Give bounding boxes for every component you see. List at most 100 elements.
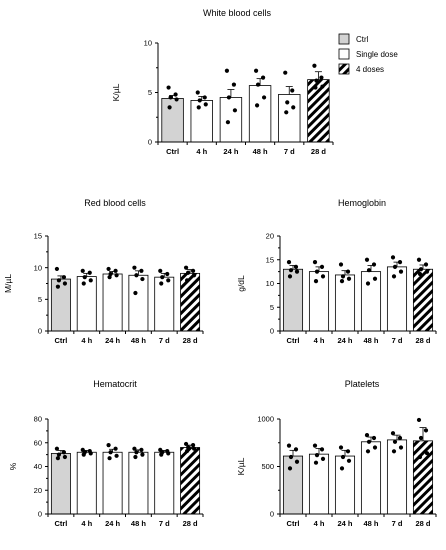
data-point [290, 88, 295, 93]
data-point [55, 456, 61, 461]
bar-rbc-5 [180, 272, 201, 332]
data-point [346, 276, 352, 281]
data-point [397, 435, 403, 441]
data-point [113, 446, 118, 451]
data-point [196, 105, 201, 110]
y-tick-label: 5 [148, 88, 152, 97]
bar-rbc-3 [128, 274, 149, 332]
y-tick-label: 15 [266, 255, 274, 264]
data-point [224, 68, 230, 73]
data-point [132, 265, 137, 270]
data-point [185, 270, 191, 275]
data-point [416, 257, 422, 262]
y-tick-label: 0 [148, 138, 152, 147]
legend-swatch-4-doses [338, 63, 350, 75]
data-point [166, 85, 171, 90]
data-point [191, 446, 197, 451]
x-tick-label: 24 h [105, 336, 120, 345]
data-point [132, 446, 137, 451]
x-tick-label: 7 d [284, 147, 295, 156]
y-tick-label: 60 [34, 438, 42, 447]
chart-rbc: Red blood cells M/µL Ctrl 4 h 24 h 48 h 7 d 28 … [3, 198, 204, 345]
data-point [345, 449, 351, 454]
data-point [183, 265, 189, 270]
x-tick-label: 24 h [223, 147, 238, 156]
legend-swatch-single-dose [338, 48, 350, 60]
y-tick-label: 0 [270, 327, 274, 336]
y-axis-label: K/µL [111, 83, 121, 101]
data-point [293, 264, 299, 269]
x-tick-label: Ctrl [54, 519, 67, 528]
data-point [160, 275, 165, 280]
data-point [366, 439, 372, 444]
data-point [88, 278, 93, 283]
bar-hgb-4 [386, 266, 408, 332]
bar-hct-4 [154, 451, 175, 515]
x-tick-label: 7 d [392, 519, 403, 528]
y-axis-label: g/dL [236, 275, 246, 292]
data-point [313, 85, 318, 90]
x-tick-label: 28 d [183, 336, 198, 345]
data-point [231, 82, 237, 87]
data-point [255, 82, 261, 87]
legend-label-single-dose: Single dose [356, 50, 398, 59]
data-point [195, 90, 200, 95]
bar-plt-2 [334, 455, 356, 515]
data-point [114, 453, 119, 458]
data-point [294, 269, 300, 274]
x-tick-label: Ctrl [287, 336, 300, 345]
data-point [139, 447, 144, 452]
data-point [62, 281, 68, 286]
data-point [283, 70, 288, 75]
data-point [294, 459, 300, 464]
x-tick-label: 7 d [159, 336, 170, 345]
data-point [293, 447, 299, 452]
x-tick-label: 24 h [337, 519, 352, 528]
y-tick-label: 0 [38, 510, 42, 519]
data-point [140, 452, 145, 457]
bar-wbc-0 [161, 98, 184, 143]
bar-hgb-5 [412, 268, 434, 332]
data-point [158, 268, 163, 273]
chart-title: White blood cells [203, 8, 272, 18]
bar-hct-5 [180, 447, 201, 515]
data-point [288, 268, 294, 273]
y-axis-label: % [8, 462, 18, 470]
data-point [232, 108, 238, 113]
data-point [56, 278, 62, 283]
x-tick-label: 48 h [253, 147, 268, 156]
bar-hgb-0 [282, 268, 304, 332]
data-point [82, 275, 87, 280]
y-tick-label: 40 [34, 462, 42, 471]
x-tick-label: 4 h [314, 519, 325, 528]
data-point [371, 262, 377, 267]
bar-hct-0 [50, 453, 71, 515]
data-point [166, 278, 171, 283]
data-point [319, 447, 325, 452]
legend: Ctrl Single dose 4 doses [338, 33, 398, 75]
data-point [87, 270, 92, 275]
data-point [417, 271, 423, 277]
data-point [260, 75, 266, 80]
legend-swatch-ctrl [338, 33, 350, 45]
data-point [423, 262, 429, 267]
data-point [345, 269, 351, 274]
data-point [185, 445, 191, 450]
data-point [416, 417, 422, 423]
data-point [424, 451, 430, 456]
y-tick-label: 0 [38, 327, 42, 336]
bar-hct-2 [102, 451, 123, 515]
data-point [391, 449, 397, 454]
y-tick-label: 10 [266, 279, 274, 288]
bar-wbc-3 [248, 85, 272, 143]
data-point [371, 435, 377, 441]
x-tick-label: 4 h [81, 336, 92, 345]
x-tick-label: 28 d [415, 519, 430, 528]
x-tick-label: 7 d [392, 336, 403, 345]
data-point [285, 100, 290, 105]
bar-plt-5 [412, 440, 434, 515]
y-axis-label: M/µL [3, 274, 13, 293]
data-point [254, 103, 260, 108]
bar-rbc-0 [50, 278, 71, 332]
